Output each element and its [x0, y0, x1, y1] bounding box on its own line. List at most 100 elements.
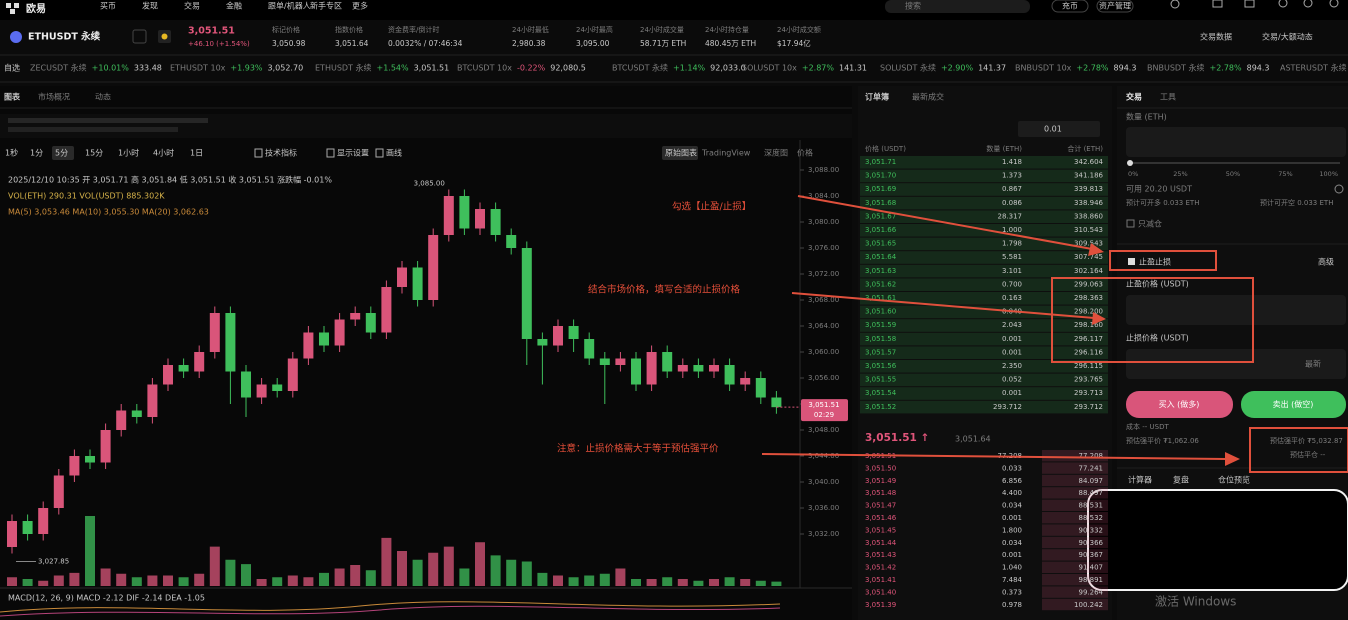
- marquee-symbol[interactable]: ETHUSDT 永续: [315, 63, 371, 73]
- marquee-symbol[interactable]: ASTERUSDT 永续: [1280, 63, 1347, 73]
- sl-type[interactable]: 最新: [1305, 359, 1321, 369]
- bid-depth: [1042, 512, 1108, 524]
- icon[interactable]: [1329, 0, 1339, 8]
- panel-tool[interactable]: 复盘: [1173, 475, 1189, 485]
- nav-item[interactable]: 金融: [226, 1, 242, 11]
- step-select[interactable]: [1018, 121, 1100, 137]
- ask-cell: 2.043: [1002, 321, 1022, 329]
- volume-bar: [615, 568, 626, 586]
- sell-button[interactable]: [1241, 391, 1346, 418]
- ob-tab[interactable]: 最新成交: [912, 92, 944, 102]
- nav-item[interactable]: 买币: [100, 2, 116, 11]
- marquee-symbol[interactable]: BTCUSDT 永续: [612, 63, 668, 73]
- advanced-link[interactable]: 高级: [1318, 257, 1334, 267]
- interval[interactable]: 4小时: [153, 148, 174, 158]
- marquee-symbol[interactable]: BNBUSDT 永续: [1147, 63, 1204, 73]
- ask-depth: [860, 346, 1108, 359]
- volume-bar: [7, 577, 17, 586]
- ob-tab[interactable]: 订单簿: [865, 92, 889, 102]
- view[interactable]: TradingView: [701, 149, 751, 158]
- marquee-change: -0.22%: [517, 64, 546, 73]
- symbol[interactable]: ETHUSDT 永续: [28, 31, 101, 43]
- highlight-box: [1249, 427, 1348, 473]
- interval[interactable]: 1小时: [118, 148, 139, 158]
- icon[interactable]: [1278, 0, 1288, 8]
- header-button[interactable]: [1096, 0, 1134, 13]
- marquee-symbol[interactable]: ETHUSDT 10x: [170, 64, 226, 73]
- tp-input[interactable]: [1126, 295, 1346, 325]
- candle-body: [677, 365, 688, 372]
- icon[interactable]: [1170, 0, 1180, 9]
- slider-thumb[interactable]: [1127, 160, 1133, 166]
- candle-body: [490, 209, 501, 235]
- candle-body: [459, 196, 470, 229]
- checkbox-checked[interactable]: [1128, 258, 1135, 265]
- trade-tab[interactable]: 交易: [1126, 92, 1142, 102]
- nav-item[interactable]: 更多: [352, 1, 368, 11]
- panel-tool[interactable]: 仓位预览: [1218, 475, 1250, 485]
- macd-signal: [0, 605, 781, 617]
- tool[interactable]: 技术指标: [265, 148, 297, 158]
- volume-bar: [163, 575, 173, 586]
- arrow: [791, 292, 1095, 319]
- view[interactable]: 原始图表: [665, 148, 697, 158]
- nav-item[interactable]: 跟单/机器人: [268, 1, 311, 11]
- panel-tool[interactable]: 计算器: [1128, 475, 1152, 485]
- ask-cell: 309.543: [1074, 240, 1103, 248]
- interval[interactable]: 1秒: [5, 148, 18, 158]
- nav-item[interactable]: 发现: [142, 1, 158, 11]
- ask-cell: 1.418: [1002, 158, 1022, 166]
- icon[interactable]: [1212, 0, 1223, 8]
- stat-label: 24小时成交额: [777, 25, 821, 34]
- view[interactable]: 深度图: [764, 148, 788, 158]
- candle-body: [303, 332, 314, 359]
- ask-depth: [860, 319, 1108, 332]
- ask-depth: [860, 400, 1108, 414]
- candle-body: [100, 430, 111, 463]
- ticker-link[interactable]: 交易数据: [1200, 32, 1232, 42]
- bid-depth: [1042, 499, 1108, 511]
- chart-tab[interactable]: 动态: [95, 92, 111, 102]
- search-box[interactable]: [885, 0, 1030, 13]
- sl-input[interactable]: [1126, 349, 1346, 379]
- ask-cell: 3,051.59: [865, 321, 896, 329]
- ask-cell: 293.713: [1074, 389, 1103, 397]
- tool[interactable]: 显示设置: [337, 148, 369, 158]
- marquee-symbol[interactable]: SOLUSDT 永续: [880, 63, 936, 73]
- trade-tab[interactable]: 工具: [1160, 93, 1176, 102]
- icon[interactable]: [1244, 0, 1255, 8]
- tool[interactable]: 画线: [386, 148, 402, 158]
- marquee-symbol[interactable]: BNBUSDT 10x: [1015, 64, 1072, 73]
- y-tick-label: 3,060.00: [808, 348, 839, 356]
- candle-body: [350, 313, 361, 320]
- icon[interactable]: [132, 29, 147, 44]
- marquee-symbol[interactable]: SOLUSDT 10x: [742, 64, 797, 73]
- logo[interactable]: 欧易: [6, 2, 46, 15]
- interval[interactable]: 15分: [85, 149, 103, 158]
- chart-tab[interactable]: 图表: [4, 92, 21, 102]
- chart-tab[interactable]: 市场概况: [38, 92, 70, 102]
- interval[interactable]: 1日: [190, 149, 203, 158]
- candle-body: [116, 410, 127, 430]
- icon[interactable]: [1303, 0, 1313, 8]
- marquee-symbol[interactable]: ZECUSDT 永续: [30, 63, 87, 73]
- view[interactable]: 价格: [797, 148, 813, 158]
- interval[interactable]: 5分: [55, 149, 68, 158]
- icon[interactable]: [1334, 184, 1344, 194]
- interval[interactable]: 1分: [30, 149, 43, 158]
- nav-item[interactable]: 交易: [184, 1, 200, 11]
- notice-text-blur: [8, 118, 208, 123]
- nav-item[interactable]: 新手专区: [310, 1, 342, 11]
- header-button[interactable]: [1051, 0, 1089, 13]
- bid-cell: 3,051.44: [865, 539, 897, 547]
- bid-cell: 6.856: [1002, 477, 1023, 485]
- marquee-symbol[interactable]: BTCUSDT 10x: [457, 64, 512, 73]
- y-tick-label: 3,056.00: [808, 374, 839, 382]
- orderbook-panel: [858, 86, 1112, 620]
- bid-cell: 3,051.42: [865, 564, 896, 572]
- ticker-link[interactable]: 交易/大额动态: [1262, 32, 1313, 42]
- ask-depth: [860, 264, 1108, 278]
- checkbox[interactable]: [1126, 219, 1135, 228]
- buy-button[interactable]: [1126, 391, 1233, 418]
- qty-input[interactable]: [1126, 127, 1346, 157]
